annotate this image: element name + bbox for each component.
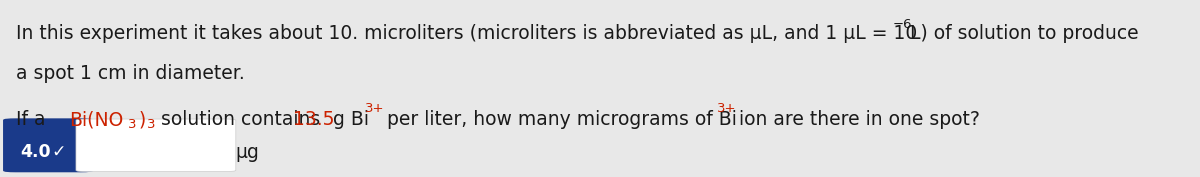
Text: Bi(NO: Bi(NO xyxy=(68,110,124,129)
Text: 3: 3 xyxy=(128,118,137,131)
Text: ): ) xyxy=(139,110,146,129)
Text: a spot 1 cm in diameter.: a spot 1 cm in diameter. xyxy=(16,64,245,83)
Text: 4.0: 4.0 xyxy=(20,143,50,161)
Text: g Bi: g Bi xyxy=(326,110,368,129)
Text: 3+: 3+ xyxy=(716,102,736,115)
Text: μg: μg xyxy=(236,143,259,162)
Text: −6: −6 xyxy=(893,18,912,31)
Text: ion are there in one spot?: ion are there in one spot? xyxy=(733,110,980,129)
FancyBboxPatch shape xyxy=(76,119,236,172)
Text: 3+: 3+ xyxy=(365,102,384,115)
Text: ✓: ✓ xyxy=(52,143,66,161)
Text: 3: 3 xyxy=(148,118,156,131)
Text: L) of solution to produce: L) of solution to produce xyxy=(904,24,1138,43)
Text: per liter, how many micrograms of Bi: per liter, how many micrograms of Bi xyxy=(382,110,737,129)
Text: 13.5: 13.5 xyxy=(293,110,334,129)
Text: If a: If a xyxy=(16,110,52,129)
FancyBboxPatch shape xyxy=(4,119,92,172)
Text: solution contains: solution contains xyxy=(155,110,326,129)
Text: In this experiment it takes about 10. microliters (microliters is abbreviated as: In this experiment it takes about 10. mi… xyxy=(16,24,917,43)
